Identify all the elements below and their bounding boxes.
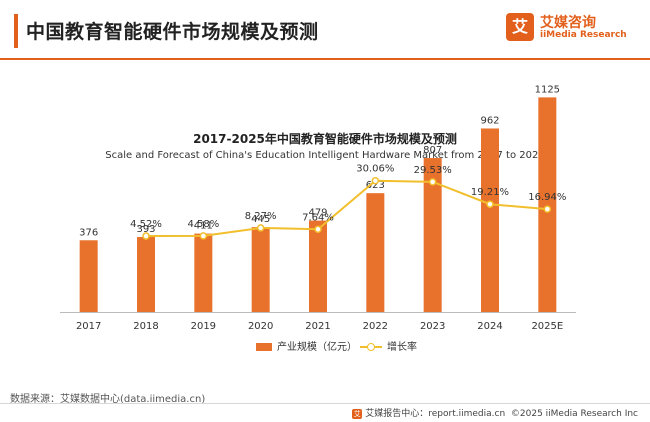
growth-rate-point (314, 225, 322, 234)
bar-2024 (481, 128, 499, 312)
chart-subtitle: Scale and Forecast of China's Education … (105, 150, 545, 161)
bar-value-label: 376 (79, 227, 98, 238)
legend-item-line: 增长率 (360, 338, 417, 353)
growth-rate-label: 16.94% (528, 192, 566, 203)
x-tick-label: 2021 (305, 321, 330, 332)
bar-value-label: 411 (194, 221, 213, 232)
footer-credits: 艾艾媒报告中心：report.iimedia.cn ©2025 iiMedia … (352, 406, 638, 419)
legend-label-line: 增长率 (387, 342, 417, 353)
growth-rate-line (145, 179, 548, 238)
legend-line-swatch (360, 342, 382, 352)
growth-rate-label: 30.06% (356, 164, 394, 175)
bar-value-label: 807 (423, 145, 442, 156)
x-tick-label: 2024 (477, 321, 502, 332)
x-tick-label: 2019 (191, 321, 216, 332)
growth-rate-point (199, 232, 208, 240)
brand-logo-block: 艾 艾媒咨询 iiMedia Research (506, 10, 636, 50)
bar-value-label: 962 (480, 115, 499, 126)
page-title: 中国教育智能硬件市场规模及预测 (26, 21, 319, 43)
footer-divider (0, 403, 650, 404)
legend-label-bars: 产业规模（亿元） (277, 342, 357, 353)
brand-logo-icon: 艾 (506, 13, 534, 41)
growth-rate-point (256, 224, 265, 232)
footer-report-link[interactable]: 艾媒报告中心：report.iimedia.cn (365, 409, 506, 419)
growth-rate-point (486, 200, 494, 208)
growth-rate-point (371, 176, 380, 185)
chart-legend: 产业规模（亿元） 增长率 (0, 338, 650, 353)
bar-2017 (79, 240, 98, 312)
bar-2025E (538, 97, 557, 312)
bar-2019 (194, 233, 213, 312)
bar-2021 (309, 220, 327, 312)
legend-bar-swatch (256, 343, 272, 351)
x-tick-label: 2023 (420, 321, 445, 332)
growth-rate-point (543, 205, 552, 213)
bar-2023 (423, 158, 442, 312)
brand-subtitle: iiMedia Research (540, 30, 627, 40)
bar-2022 (366, 193, 385, 312)
growth-rate-label: 4.58% (187, 219, 219, 230)
x-tick-label: 2018 (133, 321, 158, 332)
footer-copyright: ©2025 iiMedia Research Inc (510, 409, 638, 419)
chart-title: 2017-2025年中国教育智能硬件市场规模及预测 (193, 132, 457, 146)
bar-value-label: 445 (251, 214, 270, 225)
growth-rate-label: 19.21% (471, 187, 509, 198)
x-tick-label: 2022 (363, 321, 388, 332)
bar-2020 (251, 227, 270, 312)
brand-name: 艾媒咨询 (540, 15, 596, 31)
bar-value-label: 479 (308, 208, 327, 219)
growth-rate-label: 29.53% (414, 165, 452, 176)
growth-rate-label: 4.52% (130, 219, 162, 230)
header-divider (0, 58, 650, 60)
bar-value-label: 393 (136, 224, 155, 235)
data-source-note: 数据来源：艾媒数据中心(data.iimedia.cn) (10, 394, 206, 405)
title-accent-bar (14, 14, 18, 48)
x-tick-label: 2020 (248, 321, 273, 332)
footer-brand-icon: 艾 (352, 408, 363, 419)
growth-rate-point (142, 232, 150, 240)
legend-item-bars: 产业规模（亿元） (256, 338, 357, 353)
x-tick-label: 2025E (531, 321, 563, 332)
growth-rate-label: 8.27% (245, 211, 277, 222)
growth-rate-point (428, 178, 437, 186)
growth-rate-label: 7.64% (302, 212, 334, 223)
bar-value-label: 623 (366, 180, 385, 191)
bar-value-label: 1125 (535, 84, 560, 95)
x-tick-label: 2017 (76, 321, 101, 332)
bar-2018 (137, 237, 155, 312)
